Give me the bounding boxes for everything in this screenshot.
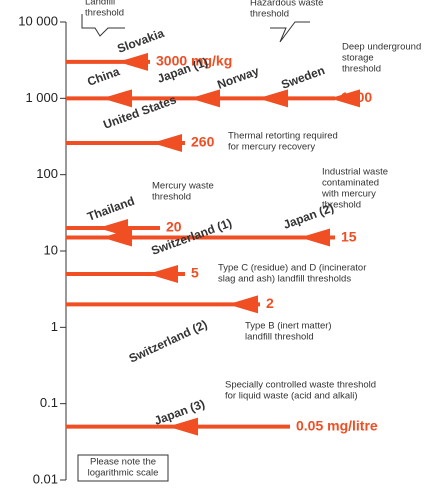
callout	[81, 14, 125, 37]
annotation: threshold	[250, 9, 289, 20]
country-label: Sweden	[279, 63, 326, 92]
annotation: Mercury waste	[152, 181, 214, 192]
arrow-part	[102, 89, 132, 108]
country-label: Thailand	[85, 194, 136, 224]
note: logarithmic scale	[88, 468, 159, 479]
arrow	[66, 417, 290, 436]
annotation: Industrial waste	[322, 167, 388, 178]
value-label: 15	[341, 228, 357, 244]
annotation: Type B (inert matter)	[245, 321, 332, 332]
annotation: Specially controlled waste threshold	[225, 380, 376, 391]
arrow	[66, 228, 335, 247]
y-tick-label: 100	[36, 166, 58, 181]
y-tick-label: 0.1	[40, 395, 58, 410]
country-label: Slovakia	[115, 26, 166, 56]
value-label: 5	[191, 265, 199, 281]
y-tick-label: 10	[44, 242, 58, 257]
arrow-part	[152, 133, 182, 152]
arrow-part	[148, 264, 178, 283]
note: Please note the	[90, 457, 156, 468]
annotation: contaminated	[322, 178, 379, 189]
arrow	[66, 264, 185, 283]
y-tick-label: 10 000	[18, 13, 58, 28]
annotation: Deep underground	[342, 42, 421, 53]
arrow-part	[168, 417, 198, 436]
y-tick-label: 0.01	[33, 471, 58, 486]
annotation: slag and ash) landfill thresholds	[218, 274, 351, 285]
value-label: 1000	[341, 89, 372, 105]
annotation: for liquid waste (acid and alkali)	[225, 391, 358, 402]
callout	[270, 21, 310, 43]
arrow	[66, 295, 260, 314]
value-label: 2	[266, 295, 274, 311]
arrow-part	[330, 89, 360, 108]
value-label: 0.05 mg/litre	[296, 417, 378, 433]
annotation: threshold	[152, 192, 191, 203]
arrow	[66, 89, 360, 108]
note-box	[77, 454, 169, 482]
y-tick-label: 1 000	[25, 90, 58, 105]
country-label: Japan (3)	[152, 397, 206, 428]
annotation: Type C (residue) and D (incinerator	[218, 263, 366, 274]
annotation: threshold	[85, 8, 124, 19]
arrow-part	[102, 228, 132, 247]
arrow-part	[190, 89, 220, 108]
annotation: storage	[342, 53, 374, 64]
annotation: landfill threshold	[245, 332, 314, 343]
arrow	[66, 133, 185, 152]
arrow-part	[300, 228, 330, 247]
value-label: 3000 mg/kg	[156, 53, 232, 69]
annotation: Hazardous waste	[250, 0, 323, 9]
annotation: threshold	[322, 200, 361, 211]
annotation: threshold	[342, 64, 381, 75]
arrow	[66, 52, 150, 71]
arrow-part	[228, 295, 258, 314]
annotation: Landfill	[85, 0, 115, 8]
arrow-part	[118, 52, 148, 71]
country-label: China	[85, 64, 121, 89]
annotation: with mercury	[321, 189, 376, 200]
country-label: Switzerland (2)	[127, 317, 210, 365]
annotation: Thermal retorting required	[228, 131, 338, 142]
value-label: 20	[166, 219, 182, 235]
y-tick-label: 1	[51, 319, 58, 334]
arrow-part	[258, 89, 288, 108]
annotation: for mercury recovery	[228, 142, 315, 153]
value-label: 260	[191, 134, 215, 150]
